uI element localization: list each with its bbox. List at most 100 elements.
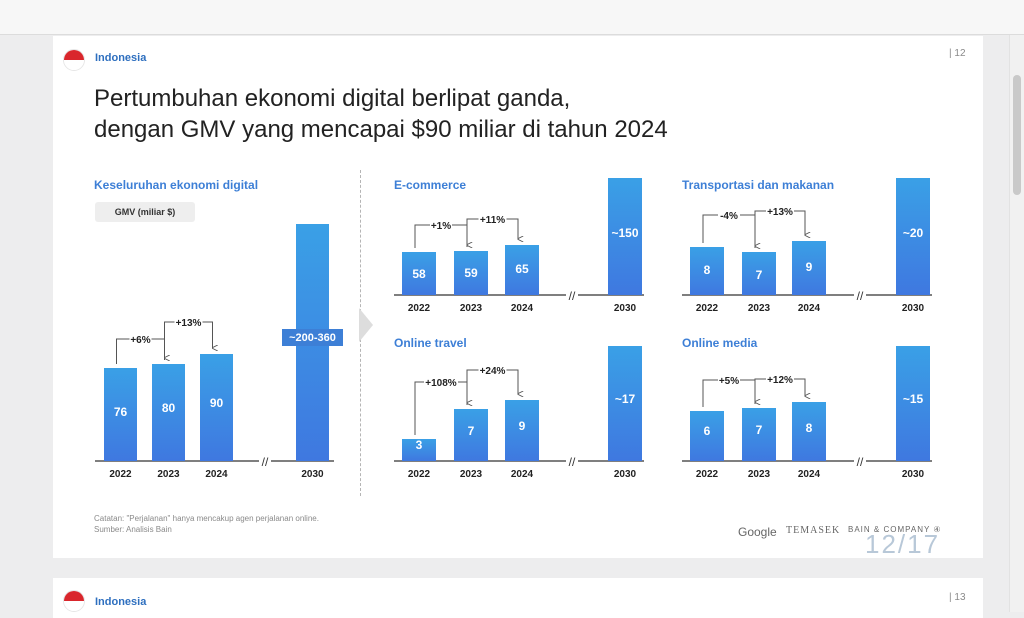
- growth-label: +13%: [176, 318, 202, 329]
- tick-label-2023: 2023: [748, 469, 771, 480]
- tick-label-2030: 2030: [301, 469, 324, 480]
- value-label-2023: 59: [464, 266, 478, 280]
- tick-label-2024: 2024: [205, 469, 228, 480]
- scrollbar-thumb[interactable]: [1013, 75, 1021, 195]
- tick-label-2022: 2022: [408, 303, 431, 314]
- viewer-toolbar: [0, 0, 1024, 35]
- axis-break-mark: //: [569, 455, 576, 469]
- page-number: | 12: [949, 48, 966, 59]
- bar-2024: [792, 402, 826, 461]
- slide-13: Indonesia | 13: [53, 578, 983, 618]
- chevron-right-icon: [359, 308, 373, 342]
- slide-title: Pertumbuhan ekonomi digital berlipat gan…: [94, 83, 668, 145]
- slide-12: Indonesia | 12 Pertumbuhan ekonomi digit…: [53, 36, 983, 558]
- tick-label-2024: 2024: [798, 469, 821, 480]
- indonesia-flag-icon: [63, 49, 85, 71]
- chart-title-media: Online media: [682, 336, 758, 350]
- tick-label-2030: 2030: [614, 469, 637, 480]
- value-label-2023: 7: [756, 423, 763, 437]
- bar-2024: [505, 245, 539, 295]
- bar-2030: [608, 346, 642, 461]
- bar-2022: [690, 247, 724, 295]
- value-label-2030: ~200-360: [289, 332, 336, 344]
- axis-break-mark: //: [569, 289, 576, 303]
- bar-2023: [742, 252, 776, 295]
- chart-title-travel: Online travel: [394, 336, 467, 350]
- footnote-line1: Catatan: "Perjalanan" hanya mencakup age…: [94, 514, 319, 523]
- growth-label: +24%: [480, 366, 506, 377]
- bar-2030: [896, 346, 930, 461]
- country-label: Indonesia: [95, 596, 147, 608]
- value-label-2024: 90: [210, 396, 224, 410]
- bar-2024: [200, 354, 233, 461]
- growth-label: +108%: [425, 378, 457, 389]
- tick-label-2022: 2022: [408, 469, 431, 480]
- charts-canvas: // 76 2022 80 2023 90 2024 ~200-360 2030 +6% +13% /…: [95, 178, 932, 480]
- axis-break-mark: //: [857, 289, 864, 303]
- value-label-2022: 8: [704, 263, 711, 277]
- chart-title-overall: Keseluruhan ekonomi digital: [94, 178, 259, 192]
- growth-label-bg: [478, 363, 507, 376]
- scrollbar[interactable]: [1009, 35, 1024, 612]
- value-label-2024: 9: [806, 260, 813, 274]
- growth-label: -4%: [720, 211, 738, 222]
- value-label-2030: ~15: [903, 392, 924, 406]
- chart-title-transport: Transportasi dan makanan: [682, 178, 835, 192]
- tick-label-2022: 2022: [696, 469, 719, 480]
- chart-title-ecommerce: E-commerce: [394, 178, 467, 192]
- value-label-2022: 76: [114, 405, 128, 419]
- growth-label-bg: [766, 204, 794, 217]
- growth-label: +12%: [767, 375, 793, 386]
- growth-label: +13%: [767, 207, 793, 218]
- bar-2030: [608, 178, 642, 295]
- bain-logo: BAIN & COMPANY ④: [848, 525, 942, 534]
- google-logo: Google: [738, 525, 777, 539]
- bar-2023: [742, 408, 776, 461]
- value-label-2030: ~17: [615, 392, 636, 406]
- bar-2024: [505, 400, 539, 461]
- temasek-logo: TEMASEK: [786, 525, 841, 536]
- tick-label-2030: 2030: [614, 303, 637, 314]
- tick-label-2023: 2023: [460, 469, 483, 480]
- value-label-2030: ~20: [903, 226, 924, 240]
- value-label-2022: 3: [416, 438, 423, 452]
- slide-title-line2: dengan GMV yang mencapai $90 miliar di t…: [94, 116, 668, 143]
- value-label-bg: [282, 329, 343, 346]
- tick-label-2024: 2024: [511, 303, 534, 314]
- tick-label-2030: 2030: [902, 469, 925, 480]
- slide-title-line1: Pertumbuhan ekonomi digital berlipat gan…: [94, 85, 571, 112]
- growth-label-bg: [174, 315, 203, 328]
- page-number: | 13: [949, 592, 966, 603]
- growth-label: +1%: [431, 221, 451, 232]
- axis-break-mark: //: [857, 455, 864, 469]
- growth-label-bg: [766, 372, 794, 385]
- growth-label-bg: [478, 212, 507, 225]
- tick-label-2023: 2023: [157, 469, 180, 480]
- bar-2030: [896, 178, 930, 295]
- bar-2022: [402, 439, 436, 461]
- value-label-2023: 80: [162, 401, 176, 415]
- tick-label-2030: 2030: [902, 303, 925, 314]
- tick-label-2024: 2024: [798, 303, 821, 314]
- axis-break-mark: //: [262, 455, 269, 469]
- tick-label-2022: 2022: [696, 303, 719, 314]
- growth-label-bg: [129, 332, 152, 345]
- growth-label-bg: [430, 218, 452, 231]
- value-label-2024: 9: [519, 419, 526, 433]
- bar-2023: [454, 409, 488, 461]
- tick-label-2023: 2023: [748, 303, 771, 314]
- growth-label-bg: [424, 375, 458, 388]
- country-label: Indonesia: [95, 52, 147, 64]
- value-label-2023: 7: [468, 424, 475, 438]
- growth-label-bg: [718, 373, 740, 386]
- bar-2022: [690, 411, 724, 461]
- indonesia-flag-icon: [63, 590, 85, 612]
- tick-label-2023: 2023: [460, 303, 483, 314]
- growth-label: +6%: [130, 335, 150, 346]
- tick-label-2024: 2024: [511, 469, 534, 480]
- footnote-source: Sumber: Analisis Bain: [94, 525, 172, 534]
- value-label-2024: 65: [515, 262, 529, 276]
- bar-2023: [152, 364, 185, 461]
- value-label-2022: 58: [412, 267, 426, 281]
- growth-label: +5%: [719, 376, 739, 387]
